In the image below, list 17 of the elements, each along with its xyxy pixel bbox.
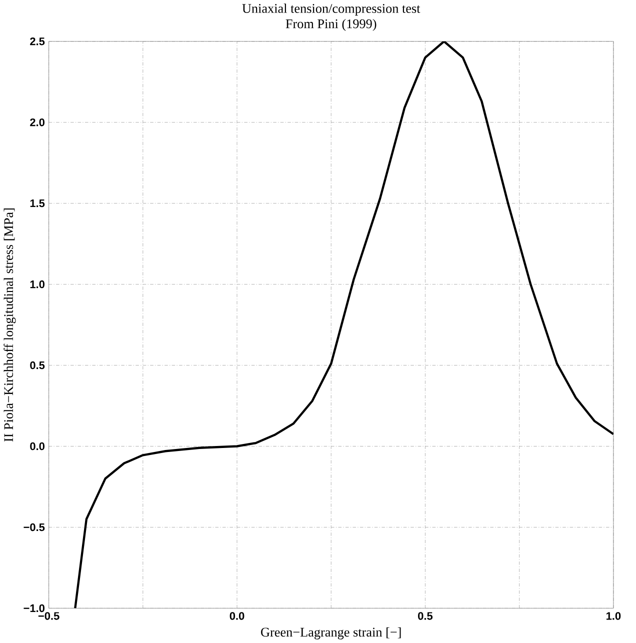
- x-tick-label: 1.0: [606, 612, 621, 620]
- x-tick-label: −0.5: [38, 612, 60, 620]
- x-tick-label: 0.0: [230, 612, 244, 620]
- y-tick-label: 0.0: [30, 442, 45, 450]
- y-tick-label: −0.5: [24, 523, 45, 532]
- chart-subtitle: From Pini (1999): [286, 18, 376, 31]
- y-tick-label: 1.5: [30, 200, 45, 208]
- y-tick-label: −1.0: [24, 604, 45, 612]
- x-tick-label: 0.5: [418, 612, 433, 620]
- chart-title: Uniaxial tension/compression test: [242, 4, 420, 16]
- y-tick-label: 2.0: [30, 118, 45, 126]
- y-axis-title: II Piola−Kirchhoff longitudinal stress [MPa]: [4, 208, 16, 442]
- x-axis-title: Green−Lagrange strain [−]: [261, 627, 401, 640]
- y-tick-label: 2.5: [30, 38, 45, 46]
- line-series: [74, 41, 614, 608]
- y-tick-label: 0.5: [30, 361, 45, 370]
- y-tick-label: 1.0: [30, 280, 45, 288]
